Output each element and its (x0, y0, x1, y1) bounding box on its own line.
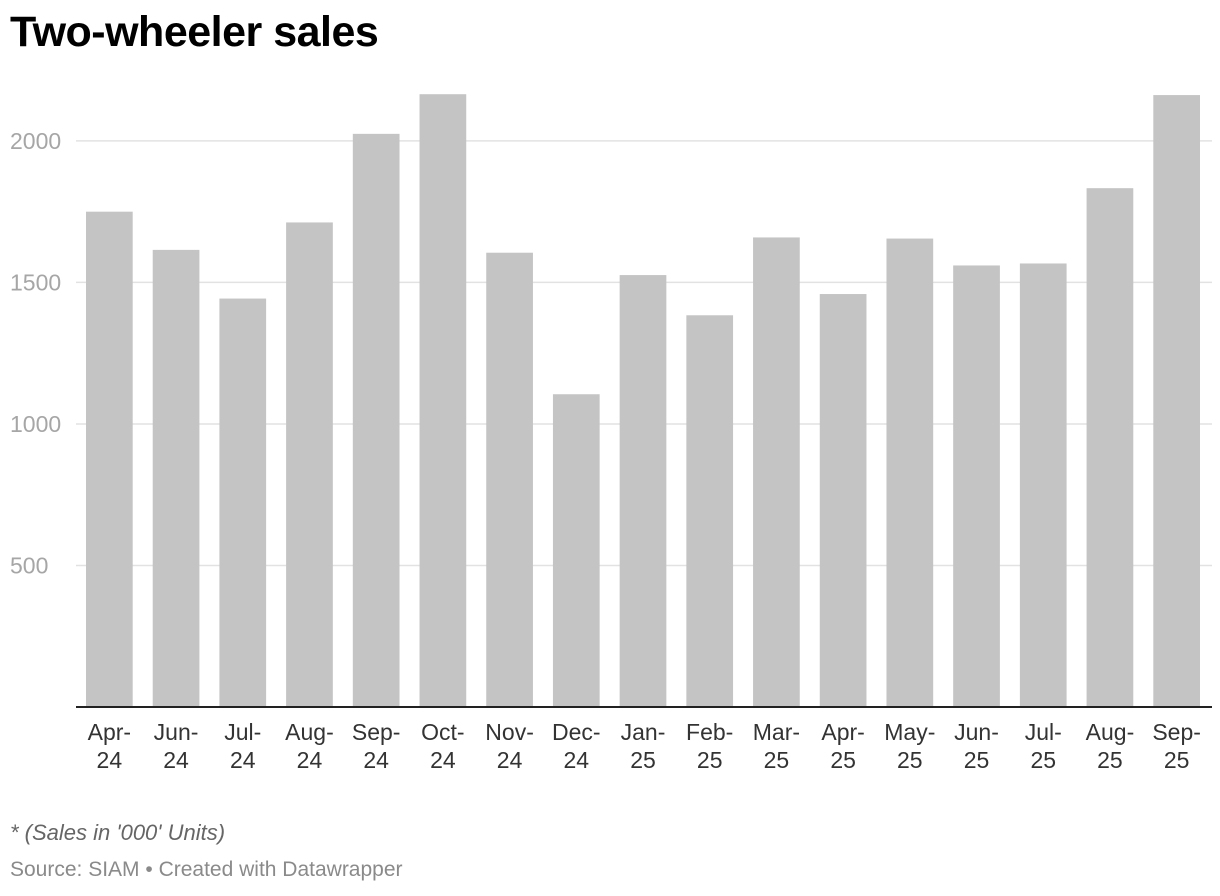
x-tick-label: 25 (1164, 747, 1190, 773)
y-tick-label: 2000 (10, 128, 61, 154)
bar (219, 298, 267, 707)
x-tick-label: 25 (1097, 747, 1123, 773)
bar (1153, 95, 1200, 707)
x-tick-label: Mar- (753, 719, 800, 745)
bar (352, 133, 400, 707)
x-tick-label: 24 (163, 747, 189, 773)
x-tick-label: Aug- (1086, 719, 1135, 745)
bar (86, 211, 133, 707)
x-tick-label: 25 (897, 747, 923, 773)
bar (686, 315, 734, 707)
bar (152, 249, 200, 708)
bar (953, 265, 1000, 707)
source-credit: Source: SIAM • Created with Datawrapper (10, 858, 403, 881)
x-tick-label: Oct- (421, 719, 464, 745)
x-tick-label: May- (884, 719, 935, 745)
x-tick-label: 25 (1030, 747, 1056, 773)
bar (1086, 188, 1134, 708)
x-tick-label: 25 (697, 747, 723, 773)
bar (286, 222, 333, 707)
x-tick-label: Jan- (621, 719, 666, 745)
y-tick-label: 500 (10, 552, 48, 578)
x-tick-label: Apr- (88, 719, 131, 745)
x-tick-label: Jun- (154, 719, 199, 745)
x-tick-label: 25 (964, 747, 990, 773)
x-tick-label: Jul- (224, 719, 261, 745)
x-tick-label: 24 (297, 747, 323, 773)
x-tick-label: Feb- (686, 719, 733, 745)
bar (419, 94, 467, 707)
x-tick-label: Dec- (552, 719, 601, 745)
x-tick-label: Jul- (1025, 719, 1062, 745)
bar (753, 237, 800, 708)
bar (1019, 263, 1067, 707)
bar (552, 394, 600, 707)
x-axis-labels: Apr-24Jun-24Jul-24Aug-24Sep-24Oct-24Nov-… (88, 719, 1201, 773)
x-tick-label: 24 (497, 747, 523, 773)
x-tick-label: 24 (97, 747, 123, 773)
x-tick-label: 24 (363, 747, 389, 773)
bar (819, 294, 867, 707)
units-note: * (Sales in '000' Units) (10, 820, 226, 845)
bars (86, 94, 1200, 708)
x-tick-label: 24 (430, 747, 456, 773)
bar (619, 275, 667, 707)
x-tick-label: Jun- (954, 719, 999, 745)
x-tick-label: Nov- (485, 719, 534, 745)
x-tick-label: Aug- (285, 719, 334, 745)
y-tick-label: 1500 (10, 269, 61, 295)
bar (486, 252, 533, 707)
x-tick-label: 25 (630, 747, 656, 773)
x-tick-label: 25 (764, 747, 790, 773)
x-tick-label: 24 (230, 747, 256, 773)
x-tick-label: Apr- (821, 719, 864, 745)
x-tick-label: 25 (830, 747, 856, 773)
x-tick-label: 24 (563, 747, 589, 773)
x-tick-label: Sep- (1152, 719, 1201, 745)
x-tick-label: Sep- (352, 719, 401, 745)
y-tick-label: 1000 (10, 411, 61, 437)
chart-title: Two-wheeler sales (10, 8, 379, 56)
bar (886, 238, 934, 707)
y-axis-ticks: 500 1000 1500 2000 (10, 128, 61, 579)
